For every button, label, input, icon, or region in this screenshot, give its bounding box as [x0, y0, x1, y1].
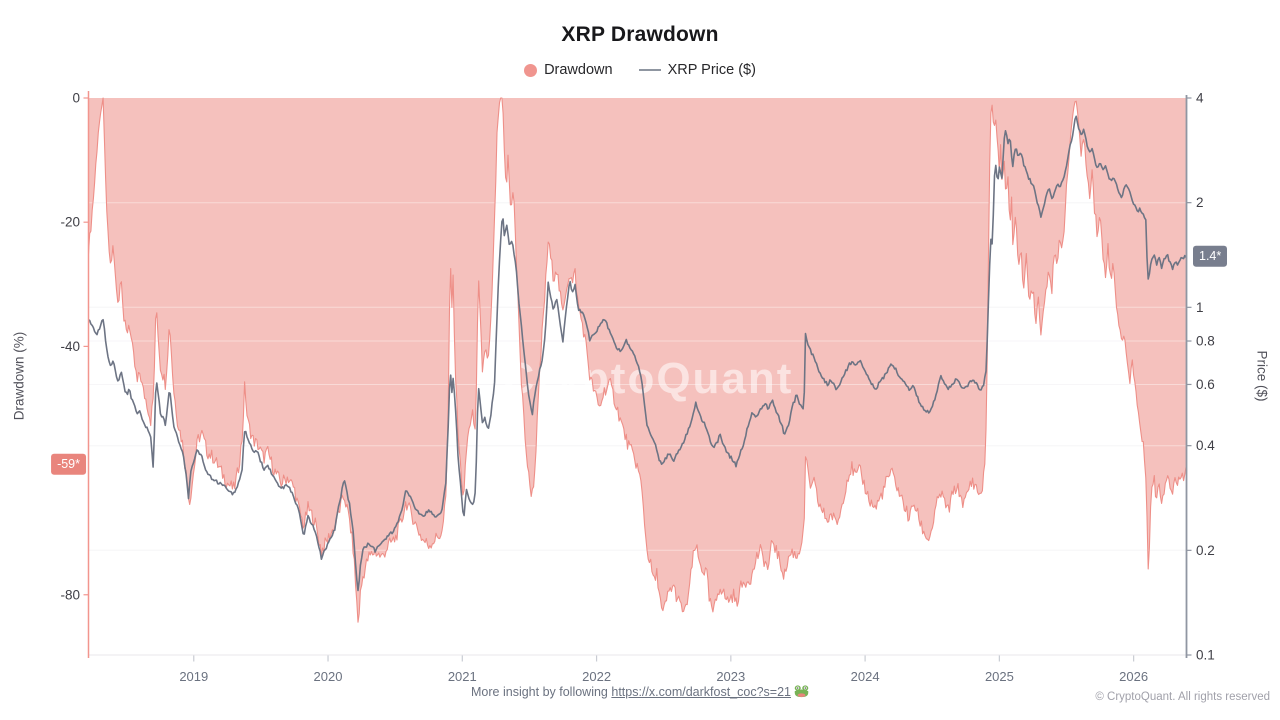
left-axis-tick-label: 0 [72, 91, 80, 106]
price-line-swatch-icon [638, 69, 661, 71]
x-axis-tick-label: 2024 [851, 669, 880, 684]
watermark: CryptoQuant [503, 354, 794, 403]
footer-text: More insight by following [471, 685, 608, 699]
legend-label-price: XRP Price ($) [667, 62, 756, 78]
x-axis-tick-label: 2023 [716, 669, 745, 684]
right-axis-tick-label: 0.6 [1196, 377, 1215, 392]
legend: Drawdown XRP Price ($) [0, 62, 1280, 78]
right-axis-tick-label: 0.8 [1196, 334, 1215, 349]
price-current-value-badge: 1.4* [1193, 245, 1228, 267]
right-axis-tick-label: 4 [1196, 91, 1204, 106]
left-axis-tick-label: -20 [60, 215, 80, 230]
drawdown-area-layer [88, 98, 1186, 656]
footer-link[interactable]: https://x.com/darkfost_coc?s=21 [611, 685, 809, 699]
legend-item-price[interactable]: XRP Price ($) [638, 62, 756, 78]
legend-item-drawdown[interactable]: Drawdown [524, 62, 613, 78]
x-axis-tick-label: 2025 [985, 669, 1014, 684]
page-title: XRP Drawdown [561, 23, 719, 46]
x-axis-tick-label: 2022 [582, 669, 611, 684]
drawdown-current-value-badge: -59* [51, 453, 86, 475]
x-axis-tick-label: 2020 [314, 669, 343, 684]
right-axis-tick-label: 0.1 [1196, 648, 1215, 663]
right-axis-tick-label: 0.4 [1196, 438, 1215, 453]
legend-label-drawdown: Drawdown [544, 62, 613, 78]
left-axis-tick-label: -80 [60, 587, 80, 602]
x-axis-tick-label: 2026 [1119, 669, 1148, 684]
copyright: © CryptoQuant. All rights reserved [1095, 691, 1270, 703]
x-axis-tick-label: 2021 [448, 669, 477, 684]
footer-note: More insight by following https://x.com/… [0, 685, 1280, 699]
axes-layer: 0 -20 -40 -80 4 2 1 0.8 0.6 0.4 0.2 0.1 2019 2020 2021… [60, 91, 1215, 685]
left-axis-tick-label: -40 [60, 339, 80, 354]
series-lines-layer [88, 97, 1187, 623]
drawdown-swatch-icon [524, 63, 538, 77]
right-axis-tick-label: 2 [1196, 195, 1204, 210]
x-axis-tick-label: 2019 [179, 669, 208, 684]
right-axis-tick-label: 1 [1196, 300, 1204, 315]
frog-icon [794, 685, 809, 698]
right-axis-tick-label: 0.2 [1196, 543, 1215, 558]
